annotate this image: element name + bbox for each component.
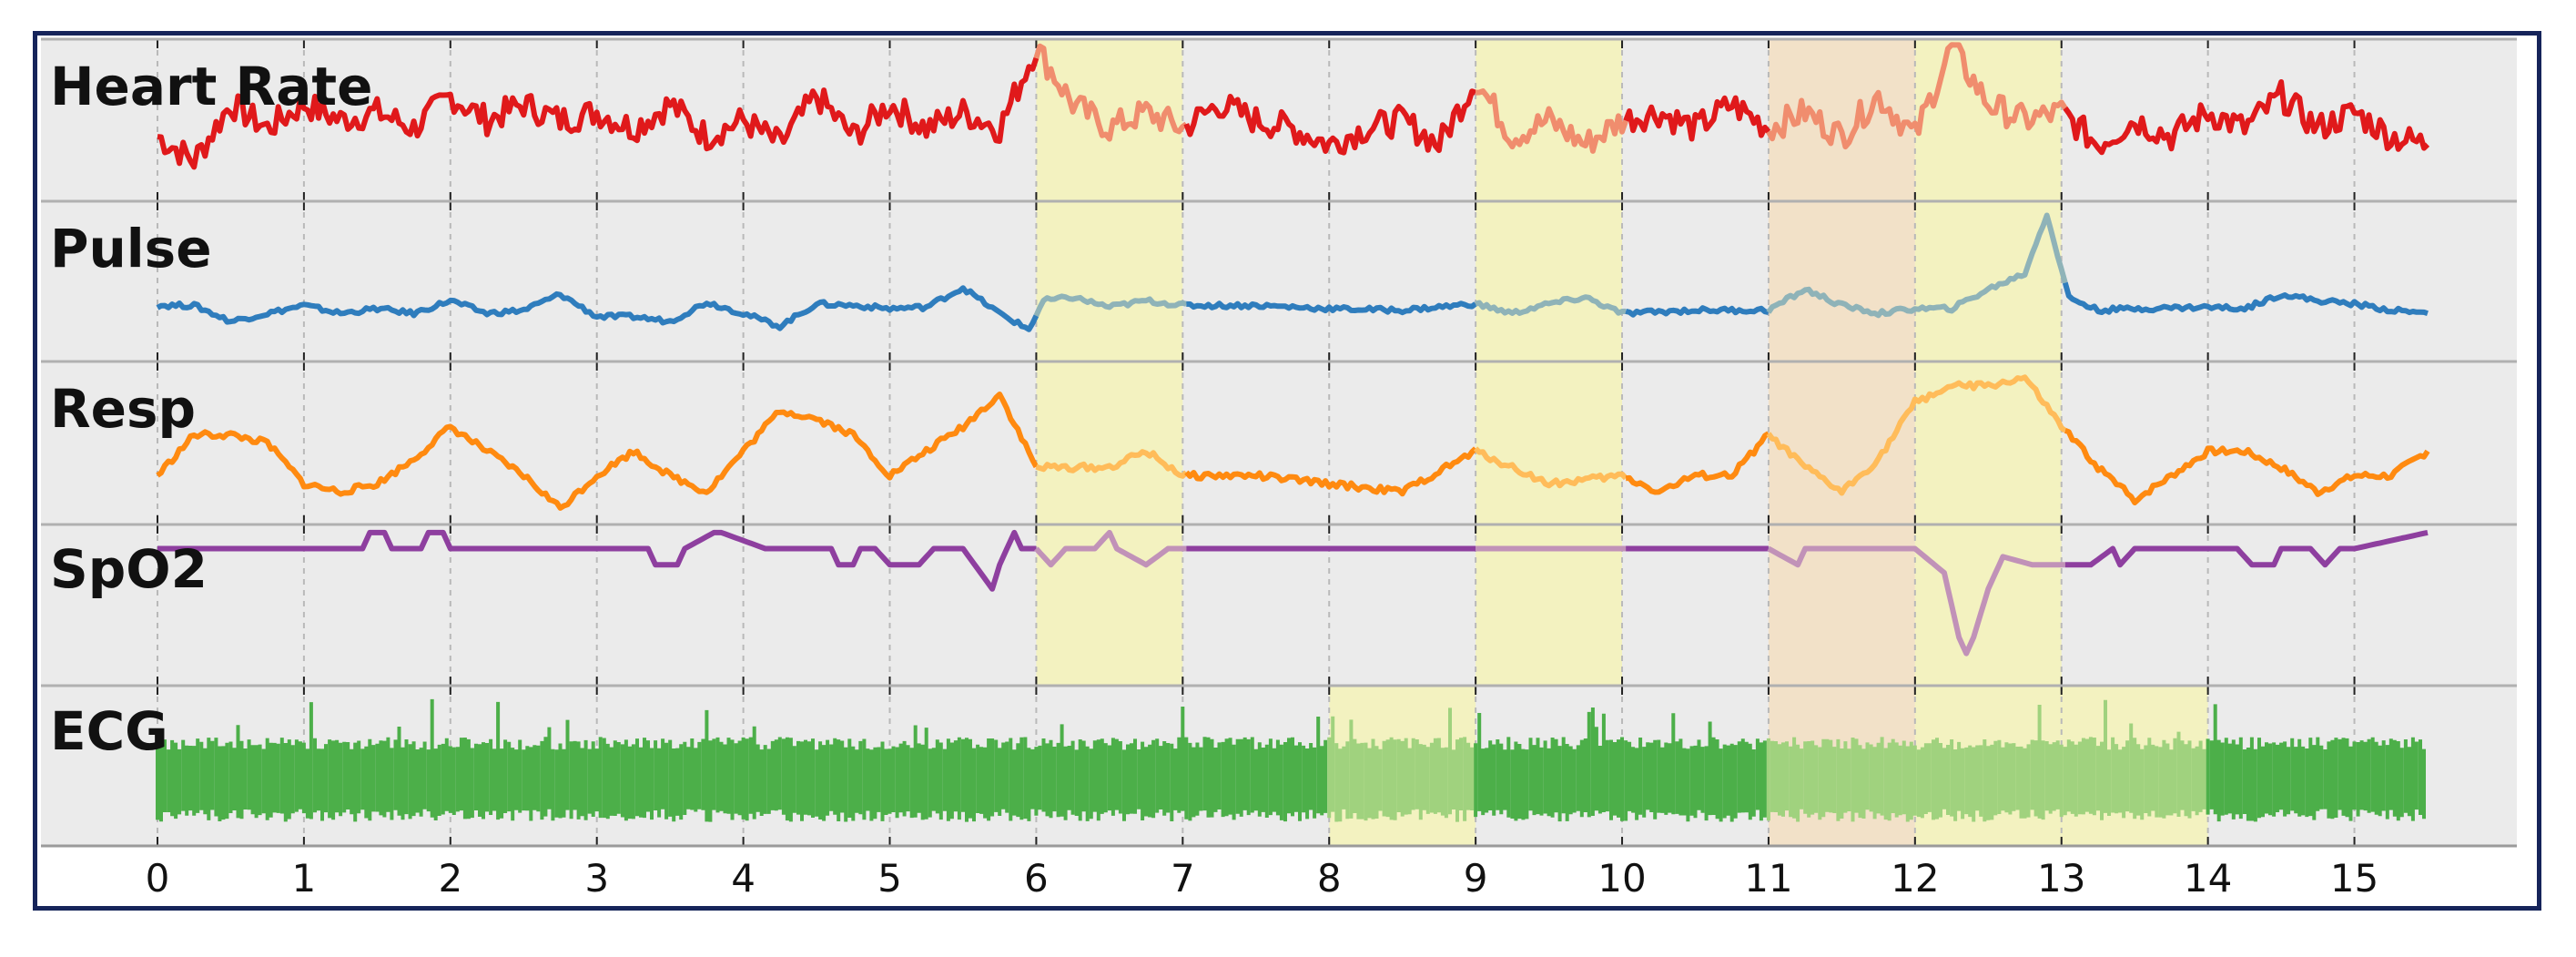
panel-spo2 bbox=[41, 524, 2517, 686]
series-line-resp bbox=[1766, 374, 2067, 496]
series-line-spo2 bbox=[157, 529, 1037, 592]
panel-label-heart-rate: Heart Rate bbox=[50, 56, 372, 117]
series-line-spo2 bbox=[2064, 529, 2429, 568]
x-tick-label: 14 bbox=[2184, 856, 2232, 901]
series-line-resp bbox=[2064, 427, 2430, 505]
ecg-trace-highlighted bbox=[1327, 699, 2206, 822]
x-tick-label: 1 bbox=[292, 856, 317, 901]
panel-label-ecg: ECG bbox=[50, 700, 168, 762]
series-line-heart-rate bbox=[157, 56, 1040, 170]
panel-background bbox=[41, 361, 2517, 524]
highlight-region bbox=[1768, 201, 1915, 361]
highlight-region bbox=[1476, 201, 1623, 361]
panel-pulse bbox=[41, 201, 2517, 361]
ecg-trace bbox=[156, 698, 2426, 822]
x-tick-label: 13 bbox=[2037, 856, 2085, 901]
series-line-heart-rate bbox=[1475, 88, 1628, 154]
x-tick-label: 4 bbox=[731, 856, 756, 901]
x-tick-label: 6 bbox=[1024, 856, 1049, 901]
series-line-resp bbox=[1035, 449, 1189, 479]
series-line-heart-rate bbox=[1183, 88, 1477, 156]
highlight-region bbox=[1914, 201, 2062, 361]
panel-ecg bbox=[41, 686, 2517, 846]
series-line-pulse bbox=[156, 285, 1040, 332]
series-line-resp bbox=[1625, 431, 1770, 495]
series-line-resp bbox=[156, 392, 1040, 511]
highlight-region bbox=[1914, 524, 2062, 686]
x-tick-label: 10 bbox=[1597, 856, 1646, 901]
panel-resp bbox=[41, 361, 2517, 524]
x-tick-label: 2 bbox=[438, 856, 462, 901]
highlight-region bbox=[1914, 39, 2062, 201]
series-line-pulse bbox=[1186, 300, 1477, 316]
series-line-spo2 bbox=[1767, 545, 2065, 657]
series-line-heart-rate bbox=[1033, 43, 1189, 142]
panel-label-resp: Resp bbox=[50, 378, 196, 440]
series-line-pulse bbox=[1625, 305, 1770, 318]
highlight-region bbox=[1768, 361, 1915, 524]
x-tick-label: 3 bbox=[584, 856, 609, 901]
x-tick-label: 8 bbox=[1317, 856, 1342, 901]
x-tick-label: 5 bbox=[877, 856, 902, 901]
panel-heart-rate bbox=[41, 39, 2517, 201]
series-line-pulse bbox=[1766, 212, 2068, 319]
x-tick-label: 9 bbox=[1464, 856, 1488, 901]
panel-background bbox=[41, 201, 2517, 361]
series-line-heart-rate bbox=[1766, 42, 2068, 150]
series-line-heart-rate bbox=[1623, 95, 1771, 142]
highlight-region bbox=[1476, 39, 1623, 201]
highlight-region bbox=[1476, 361, 1623, 524]
series-line-resp bbox=[1184, 446, 1478, 497]
x-tick-label: 15 bbox=[2330, 856, 2378, 901]
highlight-region bbox=[1036, 524, 1183, 686]
x-tick-label: 7 bbox=[1171, 856, 1195, 901]
highlight-region bbox=[1036, 361, 1183, 524]
series-line-resp bbox=[1473, 446, 1628, 489]
series-line-pulse bbox=[2062, 281, 2429, 317]
series-line-heart-rate bbox=[2063, 79, 2430, 156]
panel-label-pulse: Pulse bbox=[50, 218, 212, 280]
series-line-spo2 bbox=[1034, 529, 1187, 568]
highlight-region bbox=[1036, 201, 1183, 361]
x-tick-label: 12 bbox=[1891, 856, 1939, 901]
panel-label-spo2: SpO2 bbox=[50, 538, 208, 600]
x-tick-label: 0 bbox=[146, 856, 170, 901]
x-tick-label: 11 bbox=[1744, 856, 1792, 901]
series-line-pulse bbox=[1033, 293, 1188, 317]
series-line-pulse bbox=[1475, 294, 1627, 316]
